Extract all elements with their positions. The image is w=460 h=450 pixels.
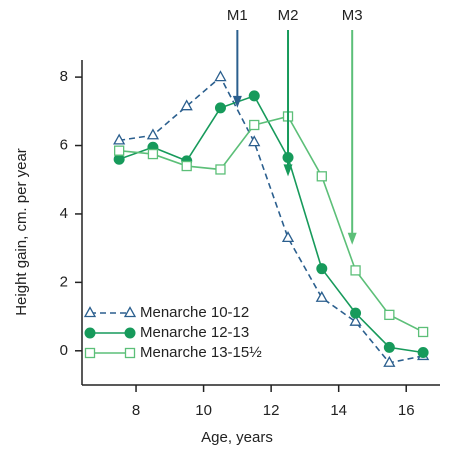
marker: [248, 90, 260, 102]
marker: [214, 102, 226, 114]
marker: [417, 326, 429, 338]
annotation-label: M2: [278, 7, 299, 24]
legend-marker: [83, 306, 97, 318]
arrow-head: [347, 232, 357, 245]
marker: [350, 265, 361, 276]
legend-label: Menarche 10-12: [140, 304, 249, 321]
marker: [180, 99, 193, 111]
marker: [384, 309, 395, 321]
marker: [214, 70, 227, 82]
series-line: [119, 75, 424, 364]
y-tick-label: 0: [60, 342, 68, 359]
legend-label: Menarche 12-13: [140, 324, 249, 341]
marker: [383, 355, 396, 367]
marker: [316, 171, 327, 182]
x-axis-label: Age, years: [201, 429, 273, 446]
legend-marker: [124, 327, 136, 339]
series-line: [119, 115, 424, 333]
marker: [316, 263, 328, 275]
series-line: [118, 94, 424, 354]
legend-marker: [84, 327, 96, 339]
arrow-head: [232, 95, 242, 108]
x-tick-label: 8: [132, 402, 140, 419]
y-tick-label: 2: [60, 273, 68, 290]
y-axis-label: Height gain, cm. per year: [13, 148, 30, 316]
annotation-label: M3: [342, 7, 363, 24]
x-tick-label: 14: [330, 402, 347, 419]
arrow-head: [283, 164, 293, 177]
legend-marker: [124, 347, 136, 359]
marker: [350, 307, 362, 319]
marker: [383, 341, 395, 353]
x-tick-label: 12: [263, 402, 280, 419]
marker: [147, 148, 159, 160]
legend-marker: [123, 306, 137, 318]
legend-label: Menarche 13-15½: [140, 344, 262, 361]
marker: [113, 133, 126, 145]
x-tick-label: 10: [195, 402, 212, 419]
marker: [146, 128, 160, 140]
marker: [114, 145, 125, 156]
marker: [315, 290, 328, 302]
marker: [349, 314, 362, 326]
y-tick-label: 6: [60, 136, 68, 153]
y-tick-label: 4: [60, 205, 68, 222]
marker: [181, 160, 192, 172]
legend-marker: [84, 347, 96, 359]
marker: [215, 164, 226, 175]
marker: [417, 347, 429, 358]
marker: [281, 231, 295, 243]
x-tick-label: 16: [398, 402, 415, 419]
annotation-label: M1: [227, 7, 248, 24]
y-tick-label: 8: [60, 68, 68, 85]
marker: [248, 135, 261, 147]
marker: [249, 119, 260, 131]
